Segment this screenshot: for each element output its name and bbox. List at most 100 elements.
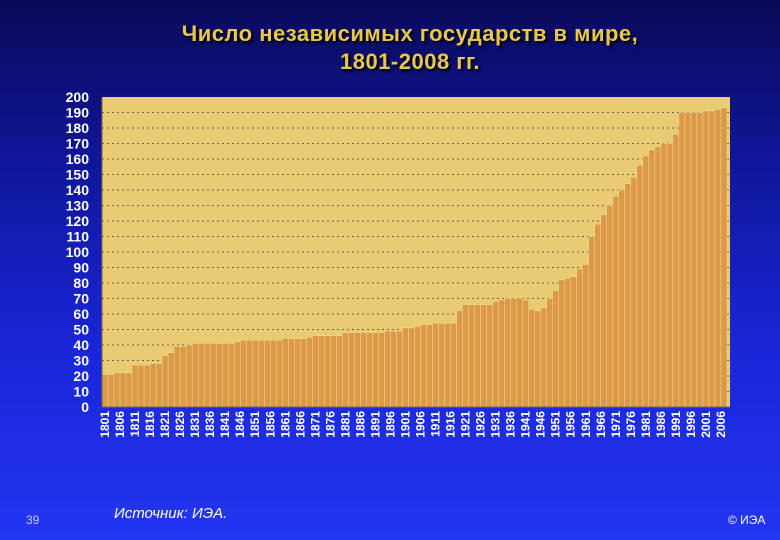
bar <box>384 330 391 408</box>
y-tick-label: 0 <box>81 399 89 415</box>
bar <box>504 298 511 408</box>
x-tick-label: 1996 <box>684 411 698 438</box>
x-tick-label: 1856 <box>263 411 277 438</box>
bar <box>228 343 235 408</box>
bar <box>660 143 668 408</box>
x-tick-label: 1871 <box>308 411 322 438</box>
bar <box>203 343 211 408</box>
y-tick-label: 50 <box>73 322 89 338</box>
x-tick-label: 1846 <box>233 411 247 438</box>
bar <box>630 177 638 408</box>
x-tick-label: 1911 <box>429 411 443 437</box>
bar <box>420 324 427 408</box>
bar <box>492 301 499 408</box>
bar <box>690 112 698 408</box>
bar <box>576 268 583 408</box>
x-tick-label: 1826 <box>173 411 187 438</box>
y-tick-label: 200 <box>66 89 90 105</box>
bar <box>264 340 271 408</box>
bar <box>396 330 403 408</box>
x-tick-label: 1816 <box>143 411 157 438</box>
x-tick-label: 1916 <box>444 411 458 438</box>
bar <box>432 323 439 408</box>
bar <box>720 107 728 408</box>
bar <box>390 330 397 408</box>
x-tick-label: 1831 <box>188 411 202 438</box>
x-tick-label: 1901 <box>398 411 412 438</box>
x-tick-label: 1931 <box>489 411 503 438</box>
x-tick-label: 1986 <box>654 411 668 438</box>
bar <box>468 304 475 408</box>
bar <box>534 310 541 408</box>
bar <box>234 341 241 408</box>
bar <box>456 310 463 408</box>
bar <box>185 344 193 408</box>
x-tick-label: 1961 <box>579 411 593 438</box>
bar <box>540 307 547 408</box>
y-tick-label: 100 <box>66 244 90 260</box>
bar <box>360 332 367 408</box>
bar <box>137 364 145 408</box>
x-tick-label: 1866 <box>293 411 307 438</box>
bar <box>221 343 229 408</box>
source-note: Источник: ИЭА. <box>114 505 228 522</box>
bar <box>143 364 151 408</box>
x-tick-label: 1966 <box>594 411 608 438</box>
copyright-note: © ИЭА <box>728 513 766 527</box>
bar <box>684 112 692 408</box>
x-tick-label: 1876 <box>323 411 337 438</box>
bar <box>131 364 139 408</box>
y-tick-label: 80 <box>73 275 89 291</box>
x-tick-label: 1991 <box>669 411 683 438</box>
x-tick-label: 1806 <box>113 411 127 438</box>
bar <box>209 343 217 408</box>
bar <box>366 332 373 408</box>
y-tick-label: 120 <box>66 213 90 229</box>
bar <box>498 299 505 408</box>
x-tick-label: 1951 <box>549 411 563 438</box>
x-tick-label: 1971 <box>609 411 623 438</box>
bar <box>594 223 601 408</box>
bar <box>528 309 535 408</box>
x-tick-label: 1936 <box>504 411 518 438</box>
x-tick-label: 1946 <box>534 411 548 438</box>
bar <box>648 149 656 408</box>
bar <box>306 337 313 408</box>
bar <box>708 110 716 408</box>
bar <box>450 323 457 408</box>
bar <box>173 346 181 408</box>
bar <box>372 332 379 408</box>
x-tick-label: 1896 <box>383 411 397 438</box>
bar <box>161 355 169 408</box>
x-tick-label: 1841 <box>218 411 232 438</box>
bar <box>678 112 686 408</box>
bar <box>696 112 704 408</box>
chart-title: Число независимых государств в мире, 180… <box>80 20 740 76</box>
y-tick-label: 160 <box>66 151 90 167</box>
bar <box>330 335 337 408</box>
bar <box>426 324 433 408</box>
bar <box>197 343 205 408</box>
bar <box>294 338 301 408</box>
bar <box>288 338 295 408</box>
bar <box>348 332 355 408</box>
bar <box>642 155 650 408</box>
y-tick-label: 30 <box>73 353 89 369</box>
x-tick-label: 1926 <box>474 411 488 438</box>
bar <box>570 276 577 408</box>
x-tick-label: 1941 <box>519 411 533 438</box>
chart-title-line-1: Число независимых государств в мире, <box>181 21 639 46</box>
x-tick-label: 1821 <box>158 411 172 438</box>
x-tick-label: 1891 <box>368 411 382 438</box>
bar <box>552 290 559 408</box>
bar <box>258 340 265 408</box>
x-tick-label: 1881 <box>338 411 352 438</box>
bar <box>618 189 626 408</box>
bar <box>588 236 595 408</box>
bar <box>564 278 571 408</box>
bar <box>486 304 493 408</box>
x-tick-label: 2001 <box>699 411 713 438</box>
bar <box>276 340 283 408</box>
y-tick-label: 10 <box>73 384 89 400</box>
